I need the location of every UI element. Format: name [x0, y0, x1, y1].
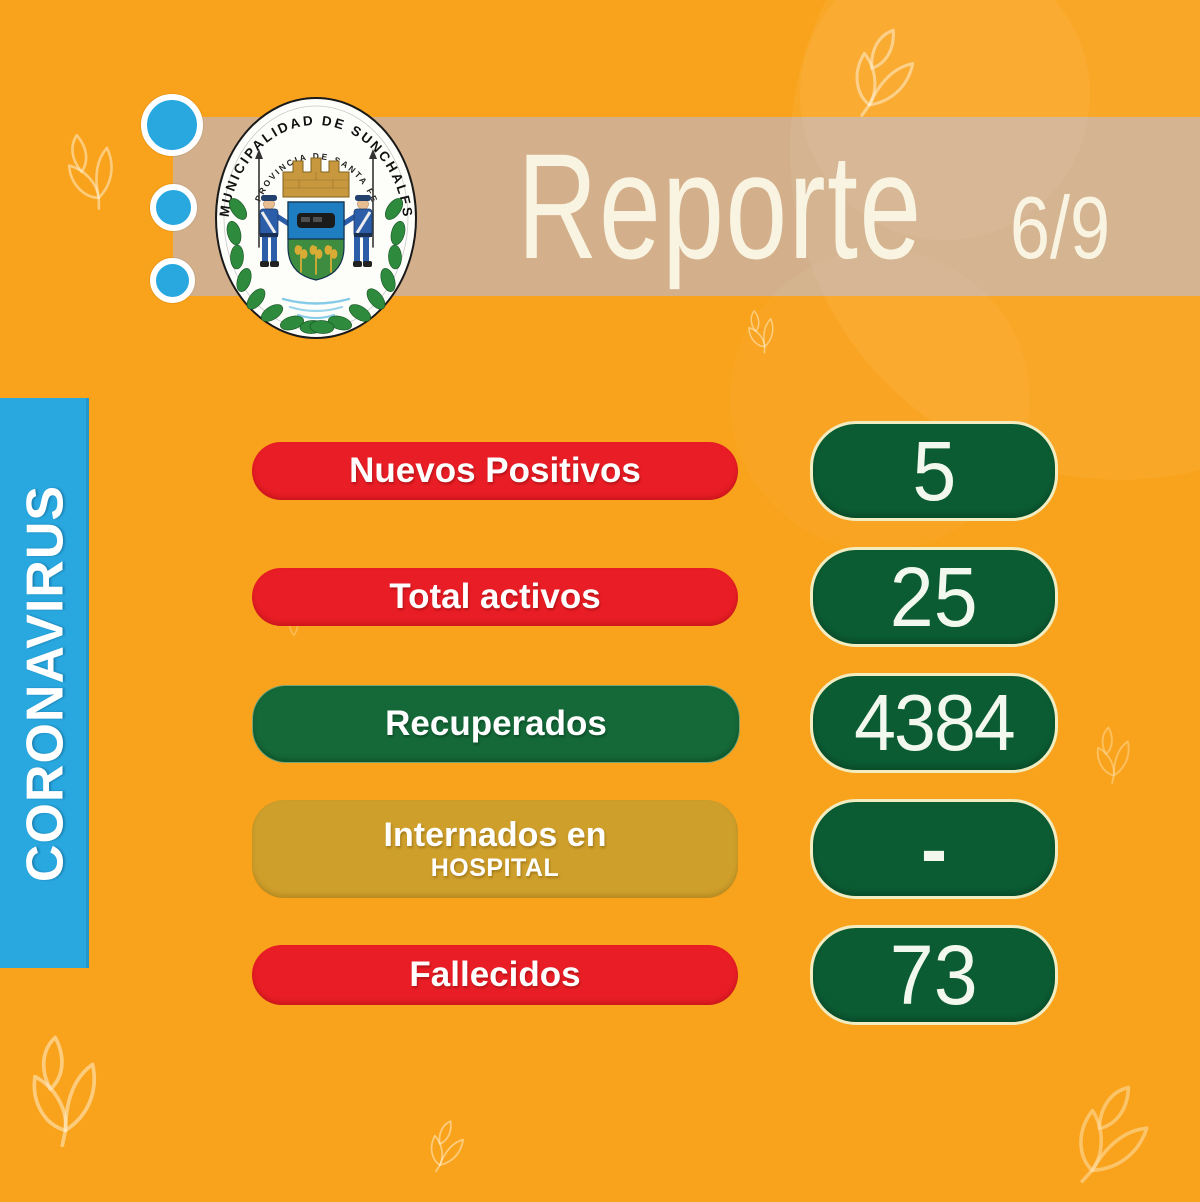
leaf-watermark-icon	[55, 124, 131, 215]
crest-shield-icon	[287, 201, 345, 281]
stat-label-text: Internados en	[383, 815, 607, 854]
stat-label-nuevos-positivos: Nuevos Positivos	[252, 442, 738, 500]
stat-sublabel-text: HOSPITAL	[430, 854, 560, 883]
stat-value-text: 5	[912, 423, 956, 518]
stat-label-text: Fallecidos	[409, 955, 581, 994]
report-date: 6/9	[1009, 178, 1111, 277]
coronavirus-vertical-label: CORONAVIRUS	[16, 484, 74, 883]
stat-label-text: Nuevos Positivos	[349, 451, 641, 490]
stat-value-text: -	[920, 801, 948, 896]
crest-crown-icon	[282, 157, 350, 198]
stat-label-recuperados: Recuperados	[252, 685, 740, 763]
leaf-watermark-icon	[22, 1029, 110, 1151]
stat-value-total-activos: 25	[810, 547, 1058, 647]
leaf-watermark-icon	[847, 23, 921, 125]
municipal-crest: MUNICIPALIDAD DE SUNCHALES PROVINCIA DE …	[215, 97, 417, 339]
stat-value-fallecidos: 73	[810, 925, 1058, 1025]
stat-label-total-activos: Total activos	[252, 568, 738, 626]
leaf-watermark-icon	[1091, 723, 1137, 786]
stat-value-text: 4384	[854, 678, 1016, 767]
stat-label-internados-hospital: Internados en HOSPITAL	[252, 800, 738, 898]
stat-value-internados-hospital: -	[810, 799, 1058, 899]
stat-label-fallecidos: Fallecidos	[252, 945, 738, 1005]
stat-value-text: 25	[890, 549, 978, 644]
blue-dot-icon	[150, 258, 195, 303]
stat-value-nuevos-positivos: 5	[810, 421, 1058, 521]
blue-dot-icon	[141, 94, 203, 156]
crest-soldiers-icon	[255, 149, 377, 267]
stat-label-text: Recuperados	[385, 704, 607, 743]
blue-dot-icon	[150, 184, 197, 231]
leaf-watermark-icon	[741, 305, 783, 356]
stat-value-recuperados: 4384	[810, 673, 1058, 773]
crest-water-icon	[281, 297, 351, 319]
leaf-watermark-icon	[1065, 1076, 1159, 1198]
stat-value-text: 73	[890, 927, 978, 1022]
page-title: Reporte	[517, 122, 923, 290]
leaf-watermark-icon	[427, 1118, 467, 1176]
stat-label-text: Total activos	[389, 577, 601, 616]
coronavirus-side-band	[0, 398, 89, 968]
